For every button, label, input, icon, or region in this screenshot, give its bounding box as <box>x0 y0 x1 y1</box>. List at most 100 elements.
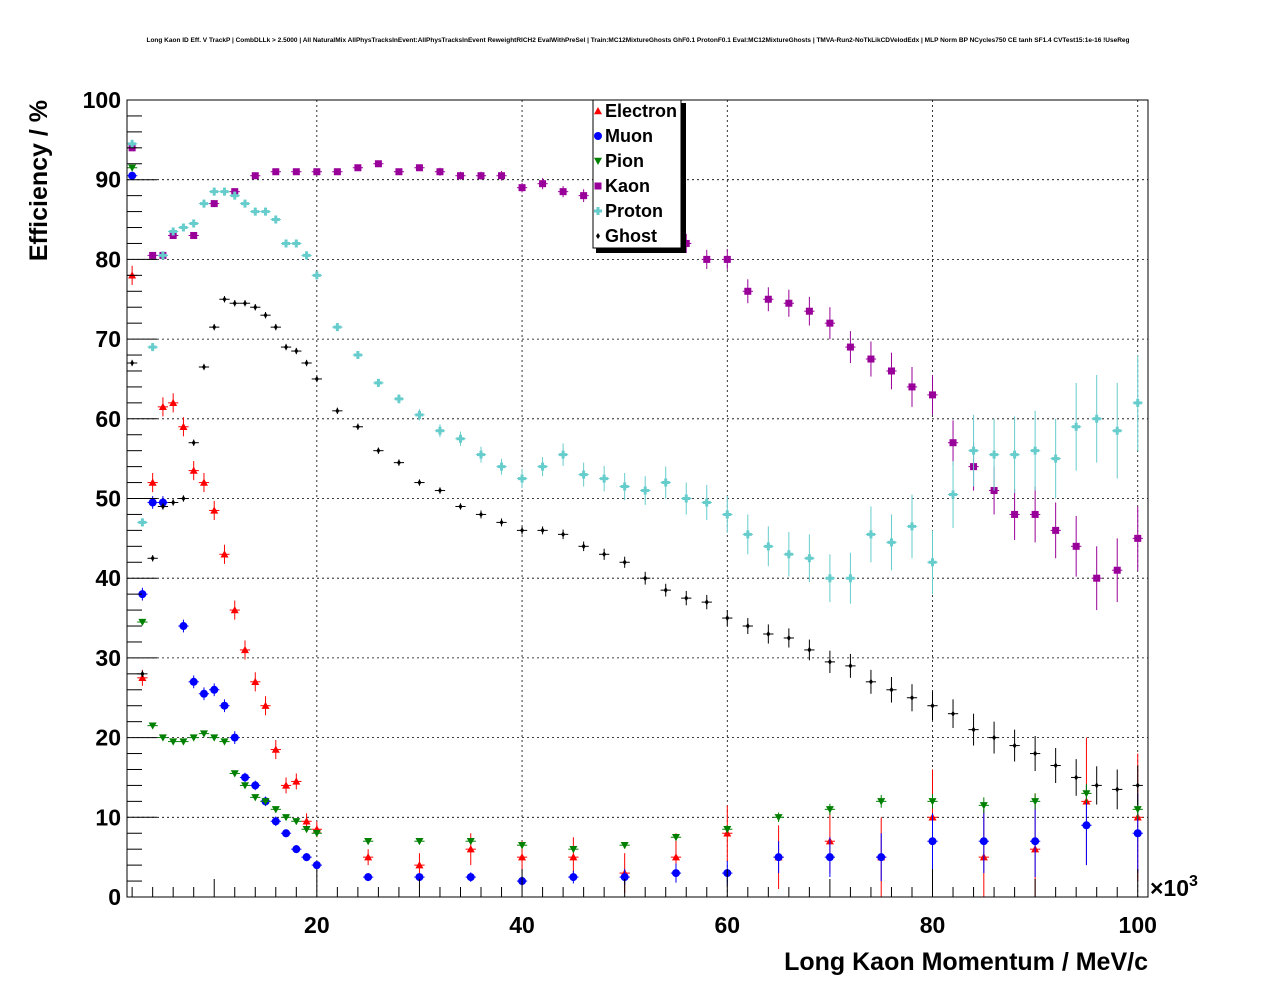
ghost-point <box>130 360 135 367</box>
proton-point <box>199 199 208 208</box>
legend-marker-kaon <box>594 182 602 190</box>
pion-point <box>189 734 198 742</box>
kaon-point <box>354 164 362 172</box>
legend-marker-pion <box>594 157 602 165</box>
muon-point <box>1133 829 1142 838</box>
proton-point <box>825 574 834 583</box>
proton-point <box>374 378 383 387</box>
y-tick-label: 0 <box>108 884 121 910</box>
y-axis-label: Efficiency / % <box>25 100 53 261</box>
kaon-point <box>846 343 854 351</box>
proton-point <box>1072 422 1081 431</box>
y-tick-label: 20 <box>95 725 121 751</box>
y-tick-label: 100 <box>83 87 121 113</box>
muon-point <box>302 853 311 862</box>
kaon-point <box>436 168 444 176</box>
muon-point <box>415 873 424 882</box>
proton-point <box>784 550 793 559</box>
pion-point <box>569 845 578 854</box>
proton-point <box>1113 426 1122 435</box>
pion-point <box>158 734 167 742</box>
proton-point <box>271 215 280 224</box>
proton-point <box>220 187 229 196</box>
ghost-point <box>971 726 976 733</box>
pion-point <box>312 830 321 838</box>
ghost-point <box>232 300 237 307</box>
kaon-point <box>1072 542 1080 550</box>
kaon-point <box>580 192 588 200</box>
axes: 20 40 60 80 100 0 10 20 30 40 50 60 70 80 90 100 <box>83 87 1157 938</box>
pion-point <box>1031 798 1040 806</box>
kaon-point <box>272 168 280 176</box>
proton-point <box>907 522 916 531</box>
muon-point <box>364 873 373 882</box>
pion-point <box>241 782 250 790</box>
proton-point <box>928 558 937 567</box>
proton-point <box>538 462 547 471</box>
legend-label-muon: Muon <box>605 126 653 146</box>
ghost-point <box>181 495 186 502</box>
pion-point <box>928 798 937 806</box>
proton-point <box>969 446 978 455</box>
pion-point <box>364 838 373 846</box>
proton-point <box>497 462 506 471</box>
proton-point <box>312 271 321 280</box>
pion-point <box>1133 806 1142 814</box>
kaon-point <box>149 251 157 259</box>
kaon-point <box>292 168 300 176</box>
ghost-point <box>1033 750 1038 757</box>
kaon-point <box>682 239 690 247</box>
ghost-point <box>243 300 248 307</box>
series-muon <box>127 171 1143 887</box>
muon-point <box>774 853 783 862</box>
legend-label-electron: Electron <box>605 101 677 121</box>
legend-marker-ghost <box>596 233 600 239</box>
pion-point <box>302 826 311 834</box>
x-tick-label: 80 <box>920 912 946 938</box>
pion-point <box>210 734 219 742</box>
kaon-point <box>559 188 567 196</box>
x-axis-exponent-base: ×10 <box>1150 875 1189 901</box>
muon-point <box>569 873 578 882</box>
y-tick-label: 50 <box>95 486 121 512</box>
ghost-point <box>417 479 422 486</box>
ghost-point <box>294 348 299 355</box>
muon-point <box>928 837 937 846</box>
y-tick-label: 90 <box>95 167 121 193</box>
electron-point <box>220 550 229 558</box>
muon-point <box>199 689 208 698</box>
electron-point <box>518 853 527 861</box>
electron-point <box>169 398 178 407</box>
muon-point <box>148 498 157 507</box>
legend-entry-electron: Electron <box>594 101 677 121</box>
x-axis-label: Long Kaon Momentum / MeV/c <box>784 948 1148 976</box>
ghost-point <box>889 686 894 693</box>
ghost-point <box>766 630 771 637</box>
ghost-point <box>827 658 832 665</box>
kaon-point <box>929 391 937 399</box>
y-tick-label: 70 <box>95 326 121 352</box>
ghost-point <box>335 407 340 414</box>
kaon-point <box>498 172 506 180</box>
ghost-point <box>581 543 586 550</box>
muon-point <box>271 817 280 826</box>
legend-entry-pion: Pion <box>594 151 644 171</box>
muon-point <box>877 853 886 862</box>
ghost-point <box>140 670 145 677</box>
pion-point <box>128 164 137 172</box>
kaon-point <box>764 295 772 303</box>
ghost-point <box>622 559 627 566</box>
proton-point <box>189 219 198 228</box>
muon-point <box>979 837 988 846</box>
pion-point <box>1082 790 1091 798</box>
pion-point <box>774 814 783 822</box>
muon-point <box>230 733 239 742</box>
proton-point <box>138 518 147 527</box>
kaon-point <box>1052 526 1060 534</box>
proton-point <box>292 239 301 248</box>
ghost-point <box>561 531 566 538</box>
x-tick-label: 60 <box>714 912 740 938</box>
y-tick-label: 80 <box>95 246 121 272</box>
proton-point <box>702 498 711 507</box>
ghost-point <box>201 363 206 370</box>
